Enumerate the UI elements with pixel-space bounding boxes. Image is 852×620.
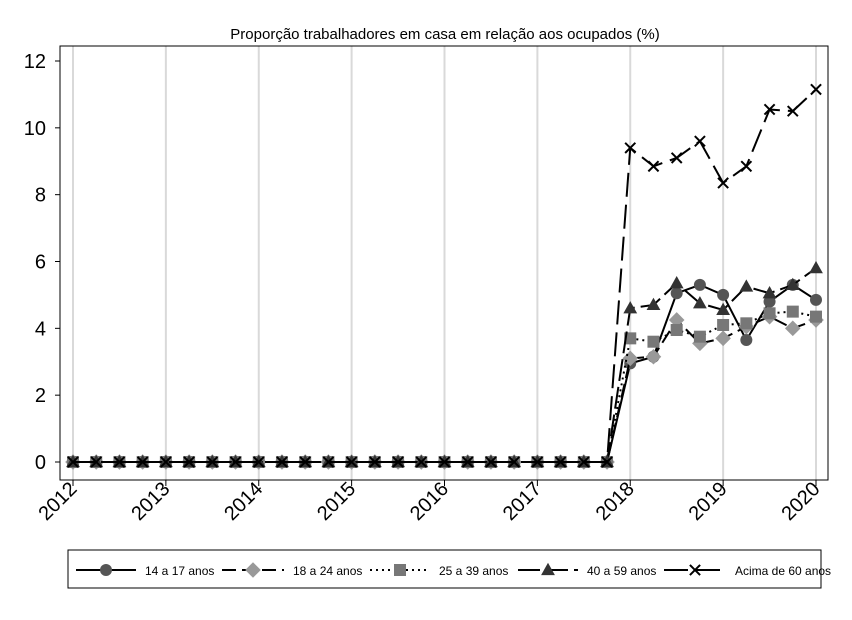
y-tick-label-6: 6 — [35, 252, 46, 274]
x-tick-label-2017: 2017 — [499, 478, 546, 525]
y-tick-label-10: 10 — [24, 118, 46, 140]
series-5-point-24 — [601, 456, 613, 468]
legend-marker-1 — [100, 564, 112, 576]
legend-label-5: Acima de 60 anos — [735, 564, 831, 578]
series-5-point-33 — [810, 83, 822, 96]
series-2-point-26 — [645, 348, 662, 365]
series-5-point-27 — [670, 152, 683, 164]
series-2-point-32 — [784, 320, 801, 337]
series-2-point-29 — [715, 330, 731, 347]
series-5-point-28 — [694, 135, 706, 148]
series-5-point-18 — [461, 456, 474, 468]
y-tick-label-2: 2 — [35, 385, 46, 407]
series-5-point-19 — [485, 456, 497, 468]
chart-title: Proporção trabalhadores em casa em relaç… — [230, 26, 659, 43]
series-3-point-31 — [763, 307, 776, 320]
series-5-point-5 — [160, 456, 172, 468]
series-1-point-27 — [670, 287, 683, 300]
legend-marker-5 — [689, 564, 701, 576]
legend-marker-2 — [245, 562, 261, 578]
series-5-point-8 — [229, 456, 242, 468]
series-5-point-26 — [647, 160, 660, 173]
series-5-point-13 — [345, 456, 358, 468]
series-1-point-29 — [717, 288, 730, 301]
legend-label-2: 18 a 24 anos — [293, 564, 362, 578]
series-3-point-27 — [670, 324, 683, 337]
series-5-point-25 — [624, 142, 637, 154]
series-2-point-27 — [668, 312, 685, 328]
series-1-point-30 — [740, 334, 753, 347]
x-tick-label-2015: 2015 — [313, 478, 360, 525]
series-3-point-28 — [693, 330, 706, 343]
series-1-point-28 — [693, 278, 706, 291]
y-axis: 0 2 4 6 8 10 12 — [24, 51, 60, 474]
series-3-point-25 — [624, 332, 637, 345]
series-2-point-25 — [622, 350, 639, 367]
series-5-point-10 — [276, 456, 288, 468]
x-tick-label-2012: 2012 — [35, 478, 82, 525]
series-5-point-12 — [322, 456, 335, 468]
series-5-point-16 — [415, 456, 428, 468]
series-5-point-17 — [438, 456, 451, 468]
series-5-point-30 — [740, 160, 753, 173]
series-3-point-32 — [786, 305, 799, 318]
series-4-point-29 — [716, 302, 731, 316]
series-2-point-28 — [692, 335, 708, 352]
y-tick-label-4: 4 — [35, 318, 46, 340]
series-5-point-29 — [717, 177, 729, 189]
legend-label-3: 25 a 39 anos — [439, 564, 508, 578]
series-5-point-32 — [786, 105, 799, 117]
series-4-point-25 — [623, 301, 638, 314]
series-5-point-31 — [763, 103, 776, 116]
series-3-point-29 — [717, 318, 730, 331]
series-5-point-20 — [508, 456, 520, 468]
series-5-point-9 — [252, 456, 265, 468]
series-1-point-33 — [810, 293, 822, 306]
x-tick-label-2020: 2020 — [778, 478, 825, 525]
series-5-point-2 — [90, 456, 103, 468]
series-3-point-33 — [810, 310, 822, 323]
series-5-point-7 — [206, 456, 219, 468]
legend-label-1: 14 a 17 anos — [145, 564, 214, 578]
series-5-point-21 — [531, 456, 544, 468]
series-layer — [65, 83, 824, 470]
series-5-point-15 — [392, 456, 404, 468]
x-tick-label-2019: 2019 — [685, 478, 732, 525]
legend: 14 a 17 anos 18 a 24 anos 25 a 39 anos 40 a… — [67, 549, 831, 589]
x-tick-label-2016: 2016 — [406, 478, 453, 525]
series-5-point-1 — [67, 456, 79, 468]
legend-label-4: 40 a 59 anos — [587, 564, 656, 578]
x-tick-label-2018: 2018 — [592, 478, 639, 525]
series-4-point-32 — [785, 277, 800, 290]
x-axis: 2012 2013 2014 2015 2016 2017 2018 2019 2020 — [35, 478, 825, 525]
series-5-point-14 — [369, 456, 381, 468]
y-tick-label-12: 12 — [24, 51, 46, 73]
series-5-point-23 — [578, 456, 590, 468]
series-5-point-11 — [299, 456, 311, 468]
series-5-point-4 — [136, 456, 149, 468]
series-4-point-28 — [693, 296, 707, 309]
series-4-point-33 — [809, 260, 823, 274]
y-tick-label-8: 8 — [35, 185, 46, 207]
x-tick-label-2013: 2013 — [127, 478, 174, 525]
series-3-point-30 — [740, 317, 753, 330]
series-3-point-26 — [647, 335, 660, 348]
series-5-point-3 — [113, 456, 126, 468]
x-tick-label-2014: 2014 — [220, 478, 267, 525]
gridlines — [72, 46, 817, 480]
series-4-point-30 — [739, 279, 754, 292]
series-4-point-26 — [646, 297, 661, 311]
y-tick-label-0: 0 — [35, 452, 46, 474]
series-4-point-27 — [669, 276, 684, 289]
series-1-point-31 — [763, 295, 776, 308]
series-4-point-31 — [762, 286, 777, 299]
legend-marker-4 — [541, 562, 555, 576]
series-5-point-22 — [554, 456, 567, 468]
series-5-point-6 — [183, 456, 195, 468]
legend-marker-3 — [394, 564, 406, 576]
